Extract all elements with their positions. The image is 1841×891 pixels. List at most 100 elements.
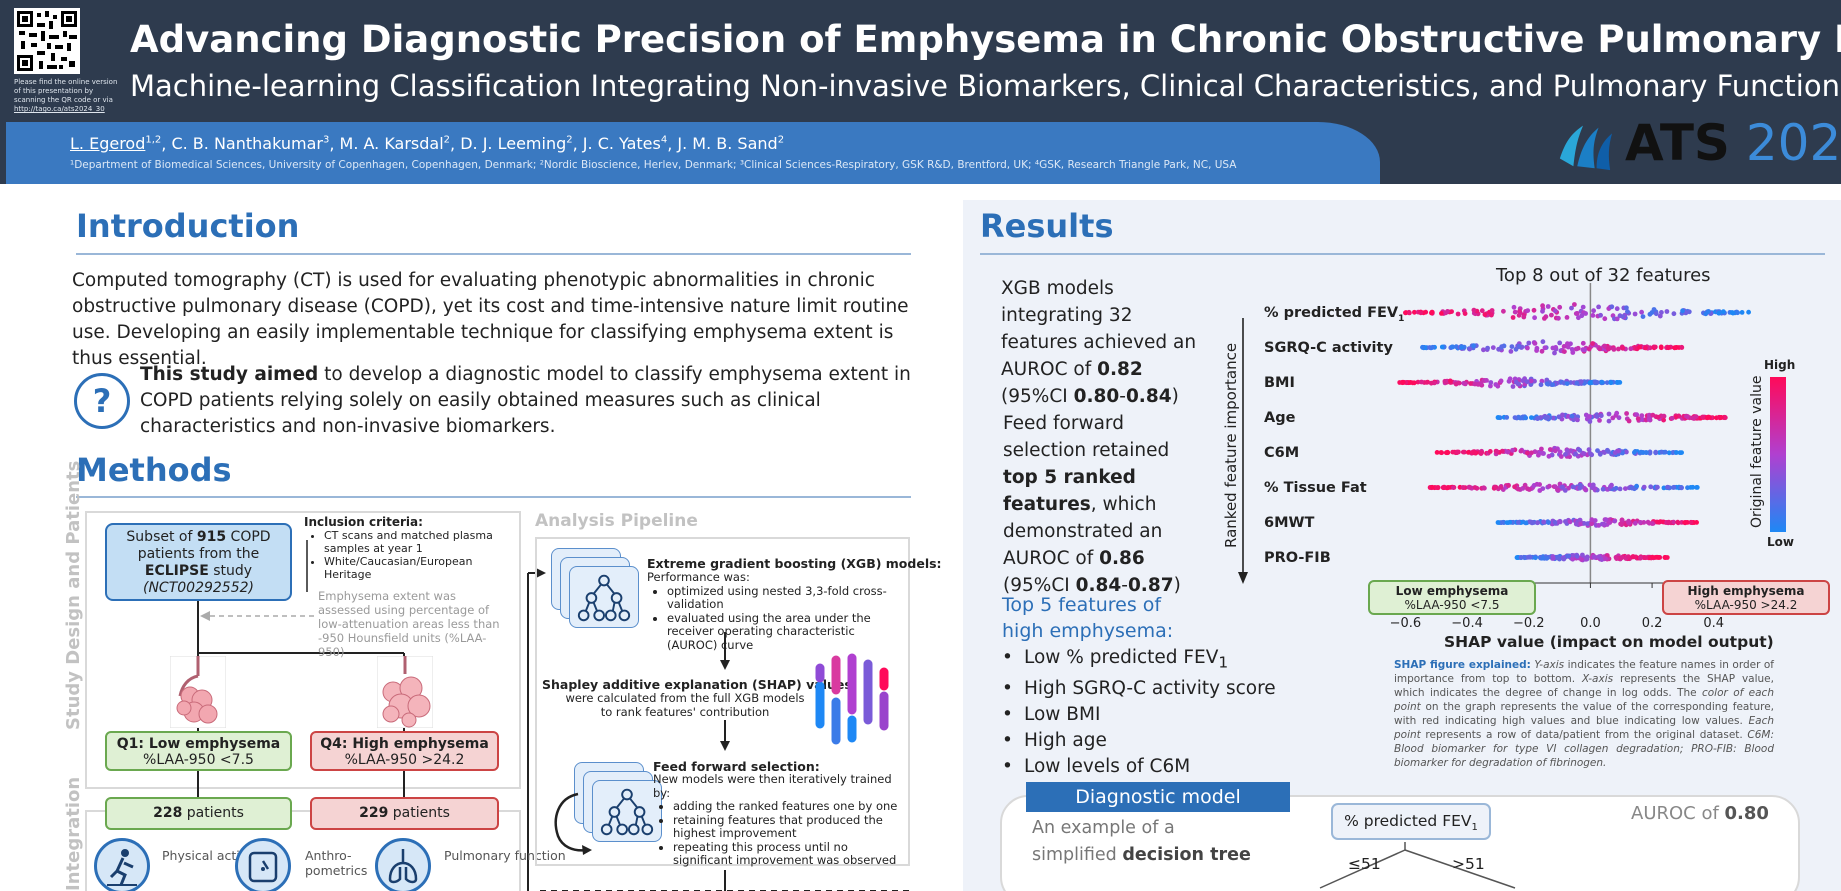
subset-study: ECLIPSE (144, 563, 209, 579)
shap-point (1718, 415, 1724, 420)
shap-point (1488, 380, 1494, 385)
shap-point (1620, 345, 1626, 351)
p1-text: XGB models integrating 32 features achie… (1001, 278, 1197, 380)
q4-patients-word: patients (388, 805, 450, 821)
diagnostic-auroc: AUROC of 0.80 (1631, 803, 1769, 824)
shap-point (1640, 314, 1646, 319)
top5-item-text: High age (1024, 729, 1107, 751)
q1-title: Q1: Low emphysema (116, 736, 281, 752)
shap-point (1508, 349, 1514, 354)
shap-point (1597, 451, 1603, 457)
shap-point (1504, 415, 1510, 420)
shap-point (1605, 447, 1610, 453)
shap-point (1644, 450, 1649, 455)
shap-point (1608, 380, 1614, 386)
auroc-value: 0.80 (1724, 803, 1769, 824)
shap-point (1544, 381, 1550, 387)
shap-point (1397, 380, 1403, 385)
shap-point (1552, 448, 1558, 454)
shap-point (1617, 380, 1623, 385)
shap-point (1587, 419, 1593, 424)
shap-point (1493, 382, 1499, 387)
xgb-intro: Performance was: (647, 570, 750, 584)
p2-bold: top 5 ranked features (1003, 467, 1136, 515)
shap-point (1590, 483, 1596, 489)
shap-point (1632, 520, 1638, 526)
shap-point (1539, 348, 1545, 354)
shap-point (1407, 310, 1412, 316)
ff-item: repeating this process until no signific… (673, 840, 903, 868)
emphysema-extent-note: Emphysema extent was assessed using perc… (318, 589, 500, 659)
shap-point (1589, 521, 1594, 527)
xgb-body: Performance was: optimized using nested … (647, 570, 903, 652)
shap-point (1655, 414, 1661, 420)
shap-row (1420, 339, 1685, 356)
shap-point (1428, 380, 1434, 386)
shap-point (1656, 555, 1662, 560)
shap-point (1580, 304, 1586, 310)
shap-point (1679, 485, 1684, 491)
shap-point (1507, 376, 1513, 382)
shap-point (1498, 378, 1504, 384)
shap-point (1529, 450, 1534, 456)
shap-point (1609, 304, 1615, 310)
qr-code[interactable] (14, 8, 80, 74)
shap-feature-label: PRO-FIB (1264, 549, 1331, 567)
feature-name-text: 6MWT (1264, 514, 1315, 531)
shap-point (1580, 340, 1586, 346)
auroc-pre: AUROC of (1631, 803, 1725, 824)
shap-point (1455, 311, 1461, 317)
shap-point (1630, 554, 1636, 560)
q1-patient-count: 228 (153, 805, 183, 821)
methods-heading: Methods (76, 451, 232, 489)
shap-point (1534, 481, 1540, 487)
shap-point (1739, 310, 1745, 315)
shap-point (1679, 345, 1685, 350)
shap-point (1620, 314, 1626, 319)
shap-point (1587, 380, 1593, 385)
low-box-title: Low emphysema (1395, 584, 1509, 598)
shap-point (1647, 412, 1652, 418)
shap-point (1506, 483, 1511, 488)
ff-body: New models were then iteratively trained… (653, 772, 903, 868)
colorbar-axis-label: Original feature value (1749, 375, 1765, 528)
shap-point (1533, 555, 1538, 561)
shap-point (1481, 485, 1487, 491)
shap-point (1618, 521, 1623, 527)
shap-point (1532, 341, 1538, 346)
shap-point (1441, 485, 1446, 491)
shap-point (1593, 379, 1598, 385)
diagnostic-model-tab: Diagnostic model (1026, 782, 1290, 812)
shap-point (1624, 305, 1629, 311)
subset-box: Subset of 915 COPD patients from the ECL… (105, 523, 292, 601)
shap-bars-icon (815, 653, 889, 745)
shap-point (1620, 450, 1625, 456)
feature-subscript: 1 (1398, 313, 1405, 324)
shap-point (1634, 483, 1639, 489)
shap-point (1664, 309, 1670, 314)
shap-point (1523, 520, 1529, 526)
shap-point (1614, 316, 1620, 322)
shap-point (1614, 556, 1619, 561)
shap-point (1569, 413, 1575, 419)
shap-point (1703, 311, 1709, 317)
lung-low-icon (170, 656, 226, 728)
shap-point (1496, 415, 1501, 420)
shap-point (1634, 412, 1640, 418)
shap-point (1599, 557, 1605, 562)
shap-point (1481, 347, 1486, 353)
author: L. Egerod1,2 (70, 134, 161, 153)
left-branch-label: ≤51 (1348, 855, 1381, 873)
inclusion-item: White/Caucasian/European Heritage (324, 555, 504, 581)
shap-point (1557, 556, 1562, 562)
integration-box (85, 810, 521, 891)
shap-point (1550, 382, 1556, 387)
shap-point (1415, 379, 1421, 385)
shap-point (1467, 346, 1472, 352)
shap-point (1472, 381, 1478, 387)
qr-url-link[interactable]: http://tago.ca/ats2024_30 (14, 105, 105, 113)
shap-point (1665, 484, 1670, 490)
shap-point (1705, 415, 1711, 421)
shap-point (1589, 517, 1595, 523)
shap-point (1659, 449, 1665, 455)
